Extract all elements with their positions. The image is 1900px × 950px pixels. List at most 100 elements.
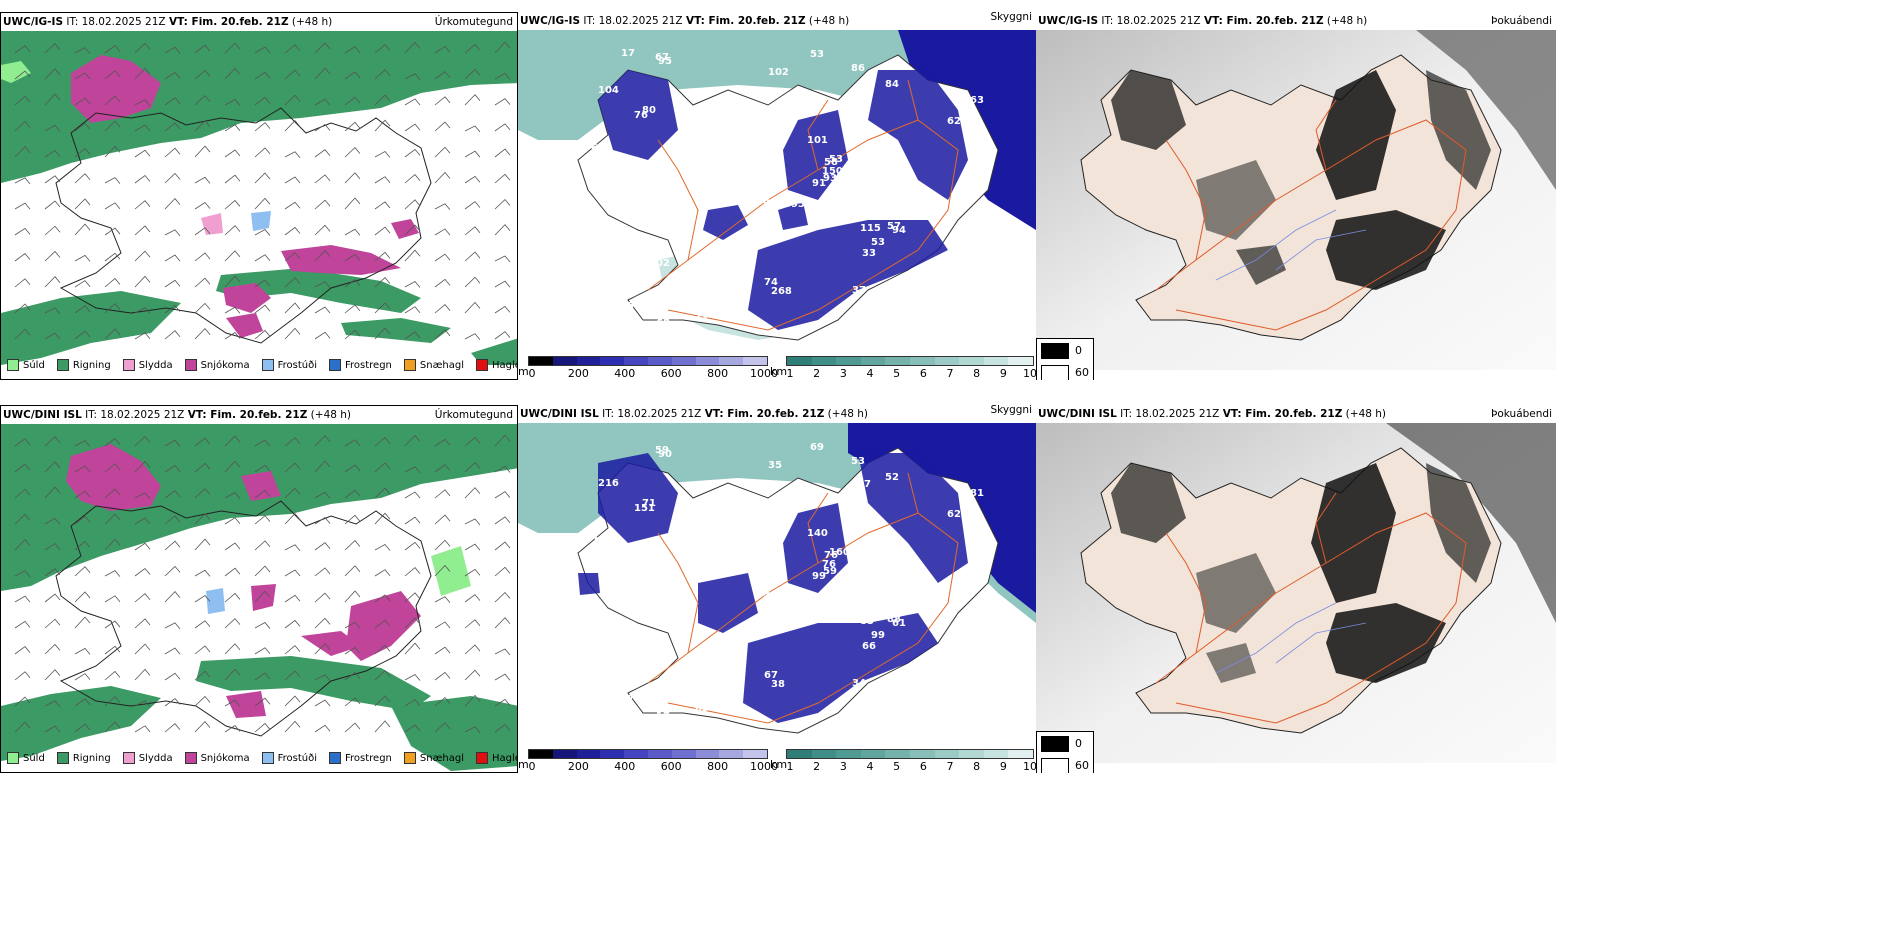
wind-barb [134,250,151,262]
cloud-base-value-label: 86 [851,63,865,74]
wind-barb [404,148,421,158]
wind-barb [164,304,181,314]
precip-type-panel-1: UWC/IG-IS IT: 18.02.2025 21Z VT: Fim. 20… [0,12,518,380]
wind-barb [194,538,211,551]
cloud-base-value-label: 60 [591,143,605,154]
wind-barb [434,329,451,340]
wind-barb [134,567,151,577]
legend-label: Snjókoma [200,359,250,371]
wind-barb [314,592,331,603]
wind-barb [464,487,481,499]
colorbar-tick: 600 [660,367,682,380]
wind-barb [194,69,211,80]
wind-barb [434,489,451,499]
wind-barb [494,541,511,551]
wind-barb [464,543,481,551]
legend-swatch [184,359,197,371]
wind-barb [374,543,391,551]
wind-barb [284,619,301,629]
wind-barb [314,42,331,54]
cloud-base-value-label: 63 [695,703,709,714]
wind-barb [494,591,511,603]
cloud-base-value-label: 74 [764,277,778,288]
cloud-base-value-label: 52 [931,706,945,717]
colorbar-tick: 8 [973,760,981,773]
wind-barb [104,620,121,629]
colorbar-tick: 6 [919,367,927,380]
wind-barb [434,146,451,158]
wind-barb [344,590,361,603]
wind-barb [494,465,511,473]
wind-barb [404,617,421,629]
precip-map [1,31,517,365]
wind-barb [404,724,421,733]
lead-time: (+48 h) [827,408,869,420]
colorbar-segment [743,357,767,365]
wind-barb [134,668,151,681]
wind-barb [44,68,61,80]
wind-barb [344,172,361,184]
legend-label: Frostúði [277,752,317,764]
cloud-base-value-label: 88 [887,614,901,625]
wind-barb [374,594,391,603]
colorbar-segment [909,357,935,365]
wind-barb [74,305,91,314]
wind-barb [74,280,91,288]
colorbar-tick: 3 [839,760,847,773]
wind-barb [314,281,331,289]
wind-barb [194,202,211,210]
wind-barb [434,464,451,473]
cloud-visibility-panel-1: UWC/IG-IS IT: 18.02.2025 21Z VT: Fim. 20… [518,12,1036,380]
wind-barb [134,42,151,54]
cloud-base-value-label: 60 [702,261,716,272]
wind-barb [104,44,121,54]
colorbar-segment [529,357,553,365]
wind-barb [164,647,181,655]
cloud-base-value-label: 186 [784,592,805,603]
wind-barb [434,438,451,447]
wind-barb [314,567,331,577]
colorbar-tick: 800 [707,367,729,380]
lead-time: (+48 h) [808,15,850,27]
wind-barb [404,491,421,499]
wind-barb [464,201,481,210]
wind-barb [74,330,91,340]
cloud-base-value-label: 62 [947,509,961,520]
wind-barb [284,670,301,681]
cloud-base-value-label: 47 [765,184,779,195]
panel-header: UWC/IG-IS IT: 18.02.2025 21Z VT: Fim. 20… [1,13,332,31]
wind-barb [194,595,211,603]
legend-label: Slydda [138,359,173,371]
cloud-base-value-label: 61 [638,657,652,668]
wind-barb [224,199,241,210]
colorbar-tick: 3 [839,367,847,380]
wind-barb [254,439,271,447]
legend-swatch [476,752,489,764]
wind-barb [224,435,241,447]
wind-barb [134,492,151,500]
wind-barb [134,68,151,80]
wind-barb [194,95,211,106]
wind-barb [314,224,331,236]
visibility-colorbar: 1 2 3 4 5 6 7 8 9 10 km [770,749,1036,773]
wind-barb [14,463,31,473]
cloud-base-value-label: 51 [857,121,871,132]
model-name: UWC/IG-IS [520,15,581,27]
wind-barb [44,618,61,629]
legend-item: Frostregn [329,359,392,371]
wind-barb [314,699,331,707]
colorbar-segment [743,750,767,758]
wind-barb [14,177,31,185]
wind-barb [44,43,61,54]
wind-barb [314,149,331,158]
colorbar-tick: 1000 [750,760,778,773]
wind-barb [164,540,181,551]
wind-barb [74,566,91,577]
wind-barb [494,648,511,656]
wind-barb [404,123,421,132]
colorbar-tick: 1 [786,367,794,380]
wind-barb [194,488,211,499]
fog-low-label: 0 [1075,344,1082,357]
wind-barb [314,516,331,525]
wind-barb [224,67,241,80]
